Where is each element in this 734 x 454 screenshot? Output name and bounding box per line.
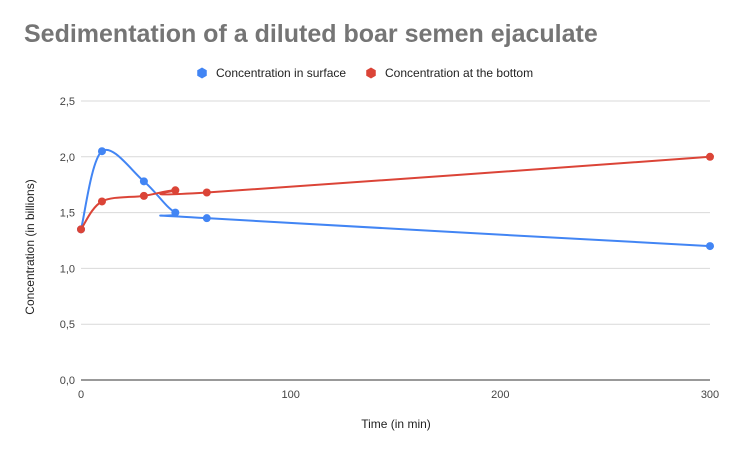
x-axis-ticks: 0 100 200 300 (78, 389, 719, 401)
data-point (171, 186, 180, 195)
data-point (77, 225, 85, 234)
series-lines (77, 147, 714, 251)
y-axis-ticks: 0,0 0,5 1,0 1,5 2,0 2,5 (60, 96, 75, 387)
y-tick-label: 2,5 (60, 96, 75, 108)
data-point (706, 242, 714, 251)
y-tick-label: 1,0 (60, 263, 75, 275)
y-tick-label: 1,5 (60, 208, 75, 220)
data-point (202, 214, 211, 223)
legend-label: Concentration at the bottom (385, 66, 533, 80)
grid-lines (81, 100, 710, 381)
x-axis-label: Time (in min) (361, 417, 431, 431)
x-tick-label: 200 (491, 389, 509, 401)
data-point (202, 188, 211, 197)
y-tick-label: 0,0 (60, 375, 75, 387)
data-point (139, 177, 148, 186)
data-point (97, 147, 106, 156)
y-tick-label: 0,5 (60, 319, 75, 331)
x-tick-label: 100 (281, 389, 299, 401)
legend-marker (366, 67, 376, 79)
y-tick-label: 2,0 (60, 152, 75, 164)
legend: Concentration in surface Concentration at… (197, 66, 533, 80)
y-axis-label: Concentration (in billions) (23, 179, 37, 314)
data-point (97, 197, 106, 206)
data-point (171, 208, 180, 217)
data-point (139, 191, 148, 200)
legend-label: Concentration in surface (216, 66, 346, 80)
x-tick-label: 300 (701, 389, 719, 401)
data-point (706, 152, 714, 161)
legend-marker (197, 67, 207, 79)
chart-title: Sedimentation of a diluted boar semen ej… (24, 20, 598, 48)
x-tick-label: 0 (78, 389, 84, 401)
